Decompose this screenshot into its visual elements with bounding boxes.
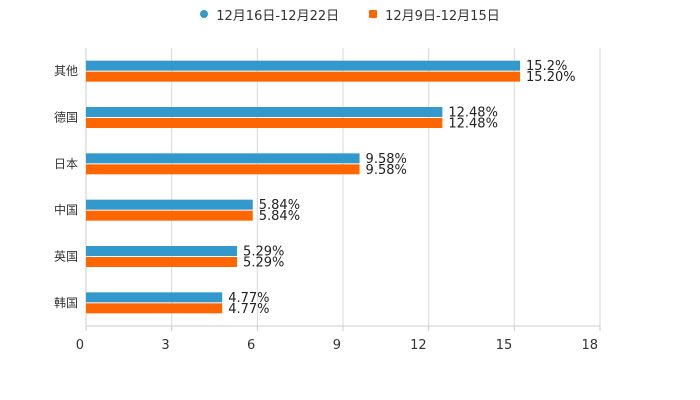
data-label-series-2: 5.29%	[243, 256, 284, 271]
bar-series-2	[86, 118, 443, 128]
bar-series-1	[86, 292, 223, 303]
x-tick-label-15: 15	[496, 338, 513, 353]
data-label-series-2: 12.48%	[448, 117, 498, 132]
y-category-label: 韩国	[54, 295, 78, 310]
bar-series-1	[86, 60, 521, 71]
data-label-series-1: 15.2%	[526, 59, 567, 74]
legend-item-series-1[interactable]: 12月16日-12月22日	[200, 5, 339, 24]
x-tick-label-3: 3	[161, 338, 169, 353]
data-label-series-1: 4.77%	[228, 291, 269, 306]
legend-swatch-series-2	[369, 10, 378, 18]
data-label-series-1: 9.58%	[366, 152, 407, 167]
x-tick-label-12: 12	[410, 338, 427, 353]
x-tick-label-0: 0	[76, 338, 84, 353]
x-tick-label-9: 9	[333, 338, 341, 353]
x-tick-label-18: 18	[581, 338, 598, 353]
bar-series-2	[86, 164, 360, 175]
y-category-label: 英国	[54, 250, 78, 264]
y-category-label: 德国	[54, 110, 78, 125]
legend-label-series-1: 12月16日-12月22日	[216, 8, 340, 24]
data-label-series-2: 15.20%	[526, 70, 576, 85]
bar-series-1	[86, 107, 443, 117]
bar-series-1	[86, 153, 360, 164]
y-category-label: 中国	[54, 202, 78, 217]
bar-series-2	[86, 257, 238, 267]
bar-series-2	[86, 210, 253, 221]
legend-item-series-2[interactable]: 12月9日-12月15日	[369, 5, 500, 24]
data-label-series-1: 5.84%	[259, 198, 300, 213]
bar-series-2	[86, 303, 223, 314]
legend-swatch-series-1	[200, 10, 209, 18]
bar-series-2	[86, 71, 521, 82]
data-label-series-2: 9.58%	[366, 163, 407, 178]
data-label-series-2: 5.84%	[259, 209, 300, 224]
y-category-label: 日本	[54, 157, 78, 171]
data-label-series-2: 4.77%	[228, 302, 269, 317]
x-tick-label-6: 6	[247, 338, 255, 353]
legend: 12月16日-12月22日 12月9日-12月15日	[0, 4, 700, 24]
data-label-series-1: 12.48%	[448, 106, 498, 121]
y-category-label: 其他	[54, 64, 78, 78]
legend-label-series-2: 12月9日-12月15日	[385, 8, 500, 24]
bar-series-1	[86, 199, 253, 210]
data-label-series-1: 5.29%	[243, 245, 284, 260]
bar-series-1	[86, 246, 238, 256]
